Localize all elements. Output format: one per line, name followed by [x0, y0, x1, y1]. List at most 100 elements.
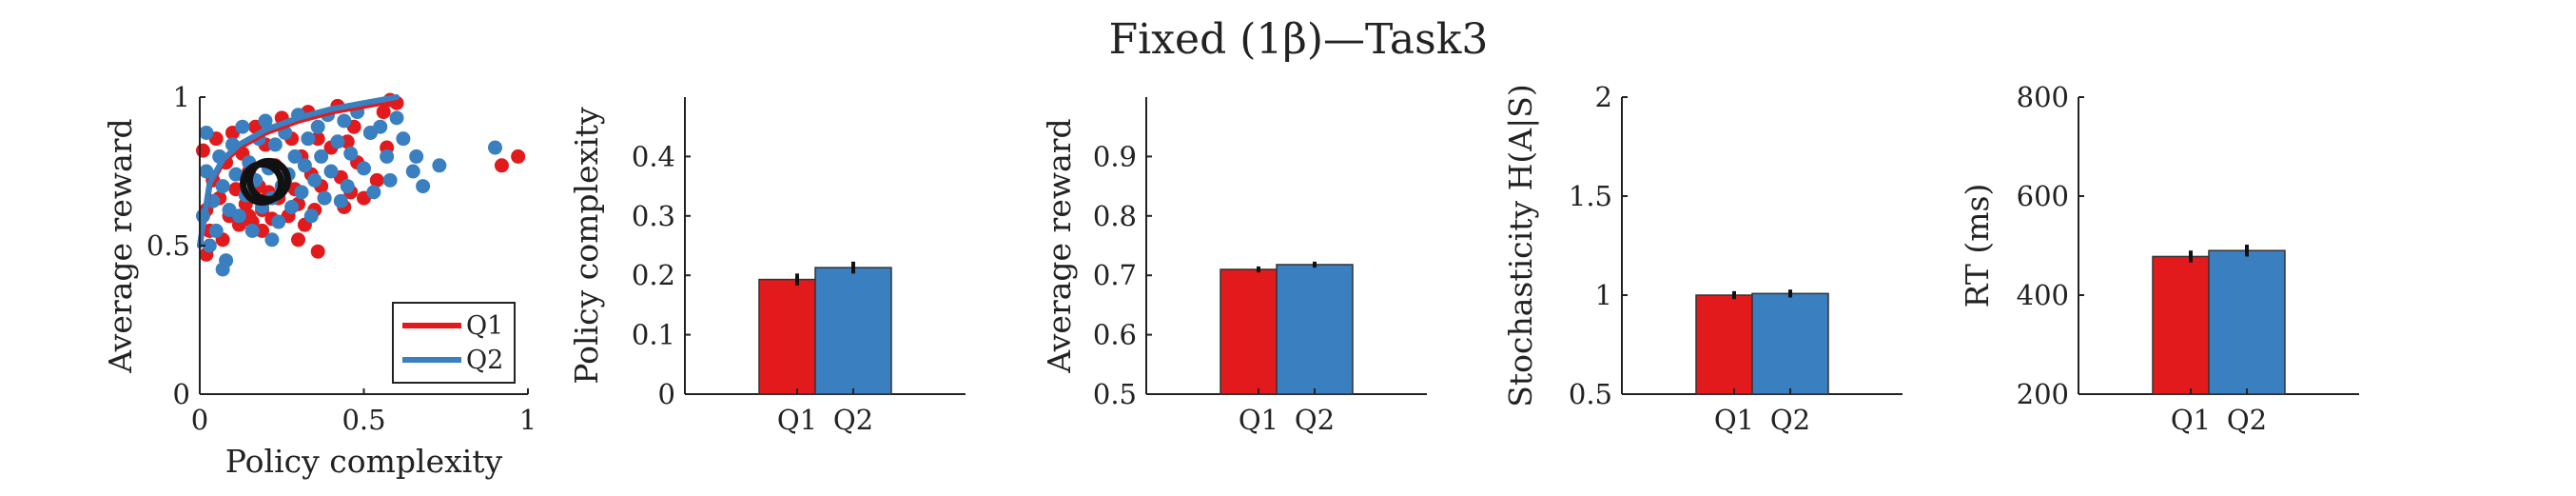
- figure-title: Fixed (1β)—Task3: [1109, 15, 1489, 64]
- y-axis-label: Policy complexity: [568, 107, 605, 385]
- x-tick-label: 1: [519, 404, 537, 436]
- x-tick-label: Q1: [2171, 404, 2211, 436]
- scatter-point-q2: [409, 149, 424, 164]
- rt-bar-panel: RT (ms) 200 400 600 800 Q1 Q2: [1959, 81, 2359, 436]
- y-tick-label: 0.8: [1093, 200, 1137, 232]
- scatter-point-q2: [396, 131, 411, 147]
- scatter-point-q2: [337, 113, 352, 129]
- scatter-point-q2: [366, 185, 381, 200]
- scatter-point-q2: [215, 179, 230, 194]
- scatter-point-q2: [297, 158, 312, 173]
- scatter-point-q2: [271, 214, 286, 229]
- y-axis-label: Average reward: [1041, 118, 1078, 373]
- scatter-point-q1: [494, 158, 509, 173]
- y-tick-label: 1: [173, 81, 190, 113]
- y-tick-label: 0: [173, 378, 190, 410]
- scatter-point-q1: [511, 149, 526, 164]
- scatter-point-q2: [389, 110, 404, 126]
- scatter-point-q2: [333, 193, 348, 208]
- scatter-point-q2: [228, 167, 244, 182]
- y-tick-label: 0.3: [632, 200, 675, 232]
- y-axis-label: Stochasticity H(A|S): [1502, 84, 1539, 407]
- scatter-point-q2: [488, 140, 502, 155]
- scatter-point-q1: [310, 244, 325, 259]
- policy-complexity-bar-panel: Policy complexity 0 0.1 0.2 0.3 0.4 Q1 Q2: [568, 97, 966, 436]
- scatter-point-q2: [357, 161, 371, 176]
- scatter-point-q1: [310, 131, 325, 147]
- y-tick-label: 0.5: [1569, 378, 1612, 410]
- y-tick-label: 0.7: [1093, 259, 1137, 291]
- scatter-point-q2: [208, 223, 224, 238]
- y-axis-label: Average reward: [102, 118, 139, 373]
- y-tick-label: 0.5: [1093, 378, 1137, 410]
- scatter-point-q2: [330, 134, 345, 149]
- y-tick-label: 200: [2017, 378, 2069, 410]
- legend-label-q1: Q1: [466, 311, 503, 341]
- bar-q2: [2208, 249, 2286, 395]
- scatter-point-q2: [323, 164, 339, 179]
- scatter-point-q2: [340, 179, 355, 194]
- scatter-point-q2: [432, 158, 447, 173]
- scatter-point-q2: [343, 146, 359, 161]
- scatter-point-q2: [264, 232, 280, 248]
- x-tick-label: Q2: [1295, 404, 1335, 436]
- x-tick-label: Q1: [1239, 404, 1278, 436]
- y-tick-label: 800: [2017, 81, 2069, 113]
- legend: Q1 Q2: [392, 302, 516, 384]
- scatter-point-q2: [244, 223, 260, 238]
- scatter-point-q2: [380, 149, 395, 164]
- scatter-point-q2: [267, 137, 283, 152]
- scatter-point-q1: [242, 208, 257, 224]
- y-tick-label: 1: [1595, 279, 1612, 311]
- y-tick-label: 0.1: [632, 319, 675, 351]
- legend-label-q2: Q2: [466, 346, 503, 375]
- y-tick-label: 0: [658, 378, 675, 410]
- scatter-plot-area: [195, 92, 526, 277]
- scatter-point-q1: [340, 134, 355, 149]
- legend-box: [392, 302, 516, 384]
- x-tick-label: 0: [191, 404, 208, 436]
- bar-q2: [1751, 292, 1829, 395]
- scatter-point-q2: [215, 262, 230, 277]
- scatter-point-q2: [317, 190, 332, 206]
- y-tick-label: 1.5: [1569, 180, 1612, 212]
- x-axis-label: Policy complexity: [225, 443, 503, 480]
- scatter-point-q2: [314, 149, 329, 164]
- scatter-point-q2: [310, 119, 325, 134]
- scatter-point-q2: [294, 185, 309, 200]
- scatter-point-q2: [303, 208, 319, 224]
- x-tick-label: Q1: [1714, 404, 1754, 436]
- scatter-point-q2: [202, 238, 217, 253]
- y-tick-label: 400: [2017, 279, 2069, 311]
- stochasticity-bar-panel: Stochasticity H(A|S) 0.5 1 1.5 2 Q1 Q2: [1502, 81, 1903, 436]
- scatter-point-q2: [284, 199, 300, 214]
- scatter-point-q1: [369, 172, 384, 188]
- bar-q2: [1276, 264, 1354, 395]
- scatter-point-q2: [301, 131, 316, 147]
- y-tick-label: 0.6: [1093, 319, 1137, 351]
- scatter-point-q1: [195, 143, 210, 158]
- scatter-point-q1: [291, 232, 305, 248]
- x-tick-label: Q2: [2227, 404, 2267, 436]
- scatter-point-q2: [382, 172, 398, 188]
- scatter-panel: Policy complexity Average reward Q1 Q2 0…: [102, 81, 537, 480]
- scatter-point-q2: [373, 119, 388, 134]
- scatter-point-q2: [235, 119, 250, 134]
- y-tick-label: 0.5: [146, 229, 190, 262]
- scatter-point-q1: [255, 223, 270, 238]
- bar-q2: [814, 267, 892, 395]
- scatter-point-q2: [231, 208, 246, 224]
- x-tick-label: Q2: [1770, 404, 1810, 436]
- scatter-point-q1: [376, 105, 391, 120]
- scatter-point-q2: [416, 179, 431, 194]
- x-tick-label: 0.5: [342, 404, 385, 436]
- scatter-point-q2: [199, 125, 214, 140]
- scatter-point-q2: [405, 164, 420, 179]
- scatter-point-q2: [307, 172, 322, 188]
- scatter-point-q2: [287, 149, 302, 164]
- fit-curve-q2: [197, 94, 400, 248]
- y-axis-label: RT (ms): [1959, 184, 1996, 308]
- average-reward-bar-panel: Average reward 0.5 0.6 0.7 0.8 0.9 Q1 Q2: [1041, 97, 1427, 436]
- y-tick-label: 0.4: [632, 140, 675, 172]
